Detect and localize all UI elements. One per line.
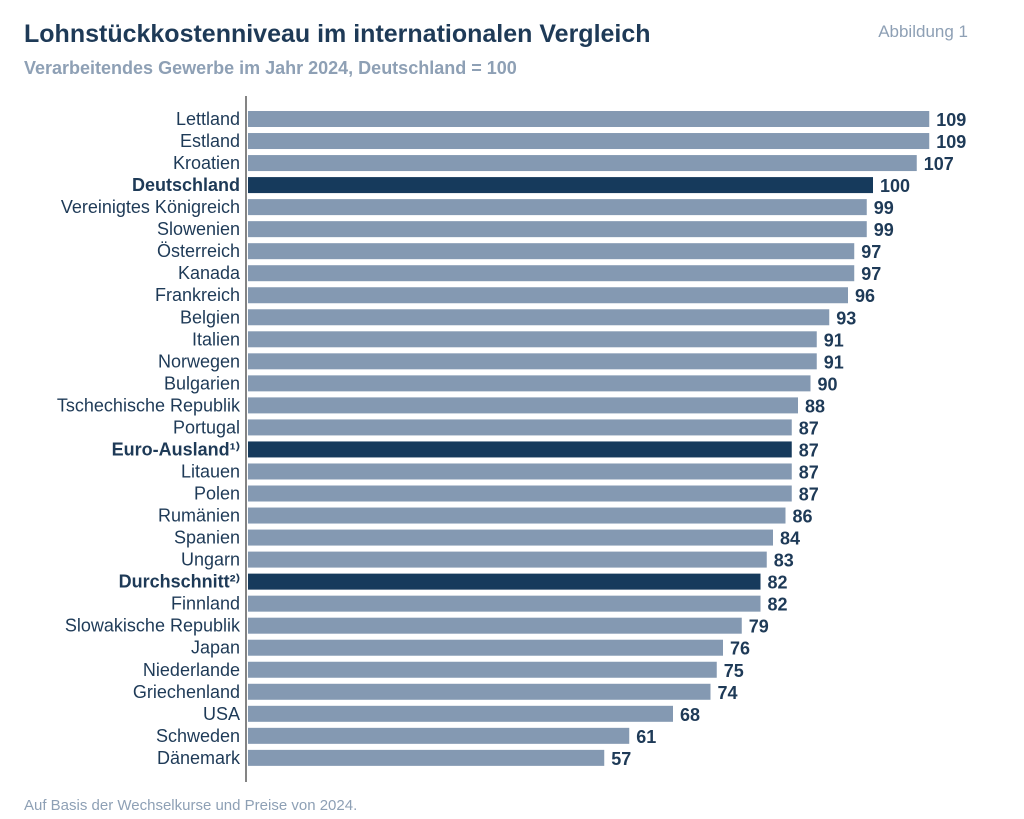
value-label: 90 (818, 374, 838, 394)
category-label: Schweden (156, 726, 240, 746)
value-label: 91 (824, 330, 844, 350)
bar (248, 133, 930, 150)
category-label: Litauen (181, 461, 240, 481)
bar (248, 573, 761, 590)
source-note: Auf Basis der Wechselkurse und Preise vo… (24, 797, 358, 814)
bar (248, 287, 848, 304)
value-label: 109 (936, 132, 966, 152)
bar (248, 221, 867, 238)
value-label: 88 (805, 396, 825, 416)
value-label: 84 (780, 529, 800, 549)
category-label: Österreich (157, 241, 240, 261)
value-label: 61 (636, 727, 656, 747)
bar (248, 419, 792, 436)
bar (248, 199, 867, 216)
bar (248, 309, 830, 326)
category-label: Deutschland (132, 175, 240, 195)
bar (248, 683, 711, 700)
category-label: Griechenland (133, 682, 240, 702)
value-label: 76 (730, 639, 750, 659)
bar (248, 551, 767, 568)
value-label: 57 (611, 749, 631, 769)
chart-subtitle: Verarbeitendes Gewerbe im Jahr 2024, Deu… (24, 58, 517, 78)
bar (248, 331, 817, 348)
category-label: Slowakische Republik (65, 616, 241, 636)
bar (248, 177, 873, 194)
value-label: 86 (793, 507, 813, 527)
bar (248, 463, 792, 480)
category-label: Italien (192, 329, 240, 349)
value-label: 68 (680, 705, 700, 725)
bar (248, 111, 930, 127)
bar (248, 639, 723, 656)
category-label: Tschechische Republik (57, 395, 241, 415)
category-label: Kroatien (173, 153, 240, 173)
bar (248, 727, 630, 744)
category-label: Portugal (173, 417, 240, 437)
value-label: 99 (874, 198, 894, 218)
bar (248, 617, 742, 634)
value-label: 87 (799, 485, 819, 505)
category-label: Durchschnitt²⁾ (119, 572, 240, 592)
bar (248, 661, 717, 678)
bar (248, 485, 792, 502)
bar (248, 441, 792, 458)
value-label: 100 (880, 176, 910, 196)
bar (248, 397, 798, 414)
value-label: 83 (774, 551, 794, 571)
value-label: 82 (768, 573, 788, 593)
value-label: 87 (799, 440, 819, 460)
bar (248, 749, 605, 766)
value-label: 99 (874, 220, 894, 240)
bar (248, 705, 673, 722)
bar (248, 507, 786, 524)
value-label: 82 (768, 595, 788, 615)
value-label: 79 (749, 617, 769, 637)
category-label: Estland (180, 131, 240, 151)
bar (248, 595, 761, 612)
category-label: Japan (191, 638, 240, 658)
category-label: Vereinigtes Königreich (61, 197, 240, 217)
value-label: 74 (718, 683, 738, 703)
bar (248, 529, 773, 546)
category-label: Rumänien (158, 506, 240, 526)
category-label: Spanien (174, 528, 240, 548)
category-label: Dänemark (157, 748, 241, 768)
category-label: Kanada (178, 263, 241, 283)
value-label: 91 (824, 352, 844, 372)
value-label: 109 (936, 110, 966, 130)
bar (248, 375, 811, 392)
figure-label: Abbildung 1 (878, 22, 968, 41)
value-label: 87 (799, 418, 819, 438)
value-label: 96 (855, 286, 875, 306)
bar (248, 155, 917, 172)
category-label: Slowenien (157, 219, 240, 239)
chart-title: Lohnstückkostenniveau im internationalen… (24, 20, 651, 48)
value-label: 93 (836, 308, 856, 328)
category-label: Lettland (176, 109, 240, 129)
bar (248, 353, 817, 370)
value-label: 75 (724, 661, 744, 681)
value-label: 97 (861, 242, 881, 262)
category-label: Finnland (171, 594, 240, 614)
value-label: 107 (924, 154, 954, 174)
category-label: Euro-Ausland¹⁾ (112, 439, 240, 459)
value-label: 87 (799, 462, 819, 482)
category-label: Ungarn (181, 550, 240, 570)
category-label: Polen (194, 484, 240, 504)
category-label: Belgien (180, 307, 240, 327)
value-label: 97 (861, 264, 881, 284)
category-label: USA (203, 704, 240, 724)
category-label: Niederlande (143, 660, 240, 680)
category-label: Frankreich (155, 285, 240, 305)
category-label: Norwegen (158, 351, 240, 371)
category-label: Bulgarien (164, 373, 240, 393)
bar (248, 243, 855, 260)
bar (248, 265, 855, 282)
